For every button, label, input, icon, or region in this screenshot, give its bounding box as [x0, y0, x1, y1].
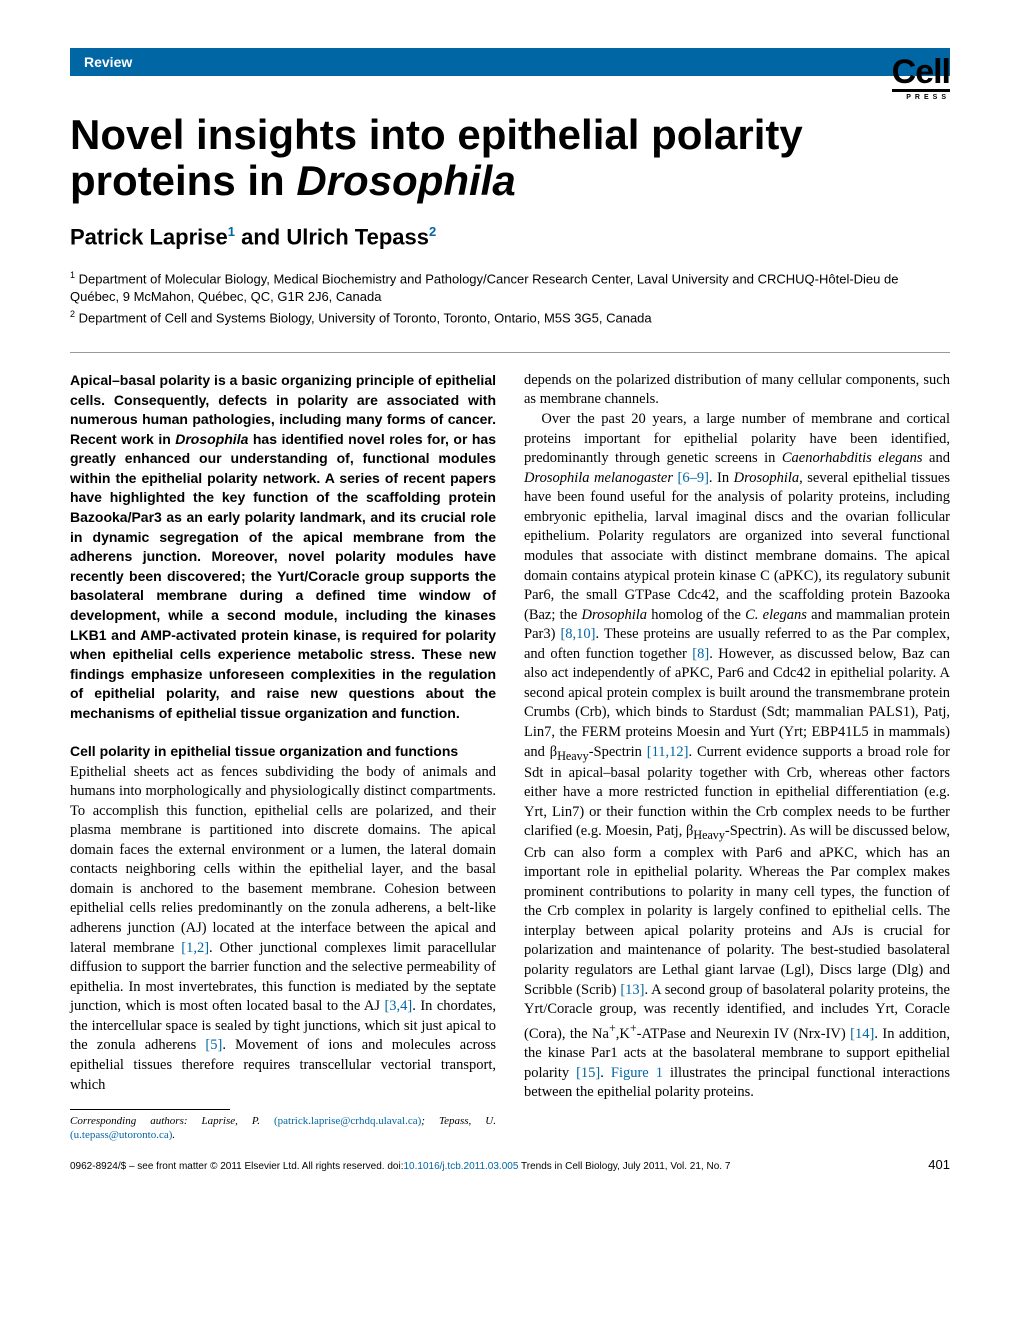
- page-number: 401: [928, 1157, 950, 1172]
- body-paragraph: depends on the polarized distribution of…: [524, 371, 950, 410]
- title-italic: Drosophila: [296, 157, 515, 204]
- page-footer: 0962-8924/$ – see front matter © 2011 El…: [70, 1157, 950, 1172]
- logo-sub: PRESS: [870, 94, 950, 101]
- review-bar: Review: [70, 48, 950, 76]
- divider: [70, 352, 950, 353]
- affiliation: 1 Department of Molecular Biology, Medic…: [70, 269, 950, 307]
- logo-main: Cell: [892, 58, 950, 92]
- article-title: Novel insights into epithelial polarity …: [70, 112, 950, 204]
- abstract: Apical–basal polarity is a basic organiz…: [70, 371, 496, 724]
- section-heading: Cell polarity in epithelial tissue organ…: [70, 742, 496, 761]
- corresponding-authors: Corresponding authors: Laprise, P. (patr…: [70, 1114, 496, 1143]
- affiliation: 2 Department of Cell and Systems Biology…: [70, 308, 950, 328]
- authors: Patrick Laprise1 and Ulrich Tepass2: [70, 224, 950, 250]
- footnote-rule: [70, 1109, 230, 1110]
- review-label: Review: [84, 54, 132, 70]
- doi-link[interactable]: 10.1016/j.tcb.2011.03.005: [403, 1161, 518, 1172]
- journal-logo: Cell PRESS: [870, 58, 950, 101]
- footer-copyright: 0962-8924/$ – see front matter © 2011 El…: [70, 1161, 928, 1172]
- body-paragraph: Over the past 20 years, a large number o…: [524, 410, 950, 1103]
- body-paragraph: Epithelial sheets act as fences subdivid…: [70, 763, 496, 1096]
